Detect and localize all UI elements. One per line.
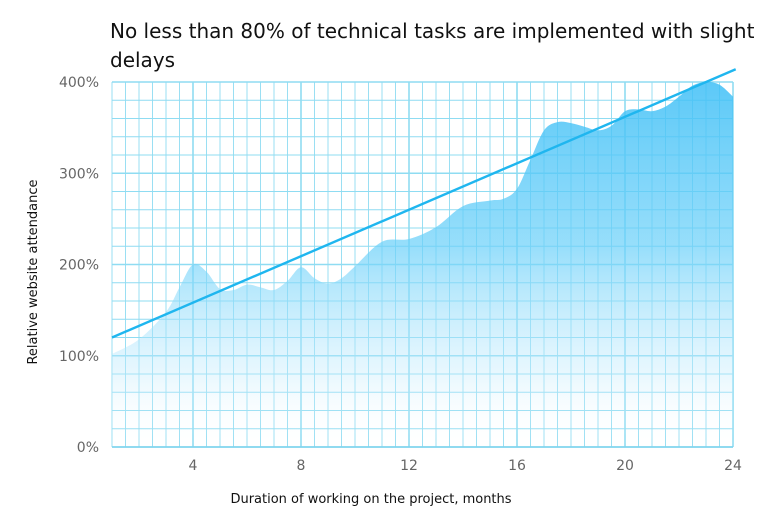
- chart-title-line-2: delays: [110, 48, 175, 72]
- y-tick-label: 300%: [59, 166, 99, 182]
- y-tick-label: 0%: [77, 440, 99, 456]
- y-tick-labels: 0% 100% 200% 300% 400%: [59, 75, 99, 456]
- x-tick-labels: 4 8 12 16 20 24: [189, 458, 742, 474]
- y-tick-label: 400%: [59, 75, 99, 91]
- area-path: [112, 81, 733, 447]
- x-tick-label: 16: [508, 458, 526, 474]
- x-tick-label: 12: [400, 458, 418, 474]
- x-tick-label: 4: [189, 458, 198, 474]
- trend-line: [111, 68, 737, 339]
- x-tick-label: 20: [616, 458, 634, 474]
- x-tick-label: 24: [724, 458, 742, 474]
- y-axis-title: Relative website attendance: [26, 179, 41, 364]
- y-tick-label: 200%: [59, 258, 99, 274]
- trend-series: [111, 68, 737, 339]
- x-tick-label: 8: [297, 458, 306, 474]
- area-series: [112, 81, 733, 447]
- chart-title-line-1: No less than 80% of technical tasks are …: [110, 19, 755, 43]
- y-tick-label: 100%: [59, 349, 99, 365]
- x-axis-title: Duration of working on the project, mont…: [230, 492, 511, 507]
